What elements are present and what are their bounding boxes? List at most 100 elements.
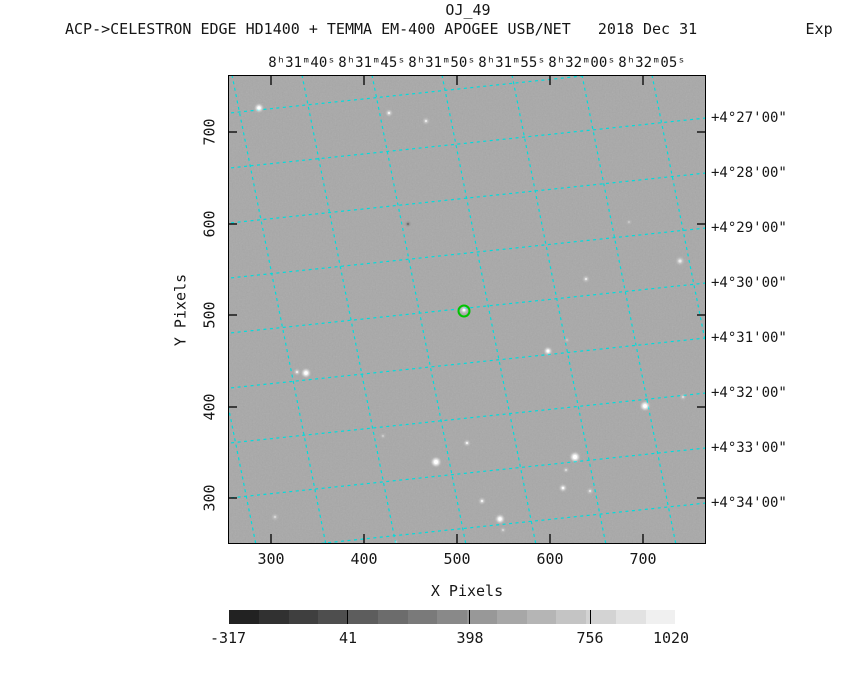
- colorbar-step: [675, 610, 706, 624]
- star-core: [584, 277, 588, 281]
- star-core: [498, 517, 502, 521]
- dec-grid-line: [309, 502, 706, 544]
- ra-grid-line: [228, 401, 257, 544]
- dec-grid-line: [228, 337, 706, 389]
- star-core: [273, 515, 277, 519]
- ra-grid-line: [371, 75, 467, 544]
- x-axis-title: X Pixels: [430, 582, 504, 600]
- dec-grid-line: [228, 117, 706, 169]
- dec-grid-line: [228, 172, 706, 224]
- star-core: [382, 435, 384, 437]
- grayscale-colorbar: [229, 610, 706, 624]
- star: [272, 514, 278, 520]
- y-tick-label: 600: [200, 210, 219, 238]
- star-core: [296, 371, 298, 373]
- x-tick-label: 500: [443, 550, 471, 568]
- star: [565, 338, 569, 342]
- star-core: [424, 119, 428, 123]
- colorbar-label: -317: [209, 629, 247, 647]
- ra-tick-label: 8ʰ32ᵐ05ˢ: [618, 55, 686, 71]
- star-core: [678, 259, 682, 263]
- colorbar-step: [229, 610, 260, 624]
- ra-grid-line: [441, 75, 537, 544]
- colorbar-step: [377, 610, 408, 624]
- colorbar-step: [496, 610, 527, 624]
- star-core: [628, 221, 630, 223]
- x-tick-label: 300: [257, 550, 285, 568]
- star-core: [480, 499, 484, 503]
- star-core: [566, 339, 568, 341]
- dec-tick-label: +4°30'00": [711, 275, 787, 291]
- observation-info: ACP->CELESTRON EDGE HD1400 + TEMMA EM-40…: [65, 20, 833, 38]
- colorbar-step: [615, 610, 646, 624]
- ra-tick-label: 8ʰ31ᵐ40ˢ: [268, 55, 336, 71]
- x-tick-label: 600: [536, 550, 564, 568]
- star-core: [502, 529, 504, 531]
- star-core: [588, 489, 592, 493]
- dec-tick-label: +4°32'00": [711, 385, 787, 401]
- ra-tick-label: 8ʰ31ᵐ55ˢ: [478, 55, 546, 71]
- colorbar-step: [318, 610, 349, 624]
- colorbar-step: [645, 610, 676, 624]
- star-core: [565, 469, 567, 471]
- plot-frame: [228, 75, 706, 544]
- dec-tick-label: +4°33'00": [711, 440, 787, 456]
- ra-tick-label: 8ʰ32ᵐ00ˢ: [548, 55, 616, 71]
- colorbar-step: [288, 610, 319, 624]
- ra-grid-line: [301, 75, 397, 544]
- star-core: [643, 404, 647, 408]
- star-core: [462, 308, 466, 312]
- dec-grid-line: [228, 282, 706, 334]
- colorbar-tick: [469, 610, 470, 624]
- colorbar-step: [556, 610, 587, 624]
- ra-tick-label: 8ʰ31ᵐ45ˢ: [338, 55, 406, 71]
- ra-grid-line: [581, 75, 677, 544]
- colorbar-step: [467, 610, 498, 624]
- colorbar-step: [348, 610, 379, 624]
- target-marker[interactable]: [457, 304, 471, 318]
- dec-tick-label: +4°34'00": [711, 495, 787, 511]
- colorbar-step: [407, 610, 438, 624]
- ra-tick-label: 8ʰ31ᵐ50ˢ: [408, 55, 476, 71]
- x-tick-label: 700: [629, 550, 657, 568]
- colorbar-label: 41: [338, 629, 358, 647]
- colorbar-label: 398: [456, 629, 484, 647]
- colorbar-step: [526, 610, 557, 624]
- dec-tick-label: +4°28'00": [711, 165, 787, 181]
- wcs-grid: [228, 75, 706, 544]
- star-core: [573, 455, 577, 459]
- ra-grid-line: [511, 75, 607, 544]
- dec-tick-label: +4°29'00": [711, 220, 787, 236]
- dec-grid-line: [228, 392, 706, 444]
- image-title: OJ_49: [445, 1, 491, 19]
- ra-grid-line: [651, 75, 706, 349]
- y-tick-label: 400: [200, 393, 219, 421]
- star-core: [682, 396, 684, 398]
- star-core: [466, 442, 468, 444]
- colorbar-step: [437, 610, 468, 624]
- star-core: [304, 371, 308, 375]
- star-core: [434, 460, 438, 464]
- y-tick-label: 700: [200, 118, 219, 146]
- colorbar-step: [258, 610, 289, 624]
- star-core: [561, 486, 565, 490]
- colorbar-tick: [590, 610, 591, 624]
- star-core: [395, 541, 397, 543]
- sky-image-canvas[interactable]: [228, 75, 706, 544]
- image-background: [228, 75, 706, 544]
- colorbar-label: 1020: [652, 629, 690, 647]
- star-field: [255, 104, 685, 543]
- dec-tick-label: +4°31'00": [711, 330, 787, 346]
- y-axis-title: Y Pixels: [171, 273, 190, 347]
- y-tick-label: 300: [200, 484, 219, 512]
- colorbar-tick: [347, 610, 348, 624]
- dec-grid-line: [228, 227, 706, 279]
- x-tick-label: 400: [350, 550, 378, 568]
- target-circle[interactable]: [457, 304, 471, 318]
- y-tick-label: 500: [200, 301, 219, 329]
- dec-grid-line: [228, 447, 706, 499]
- star-core: [387, 111, 391, 115]
- star-core: [407, 223, 409, 225]
- colorbar-label: 756: [576, 629, 604, 647]
